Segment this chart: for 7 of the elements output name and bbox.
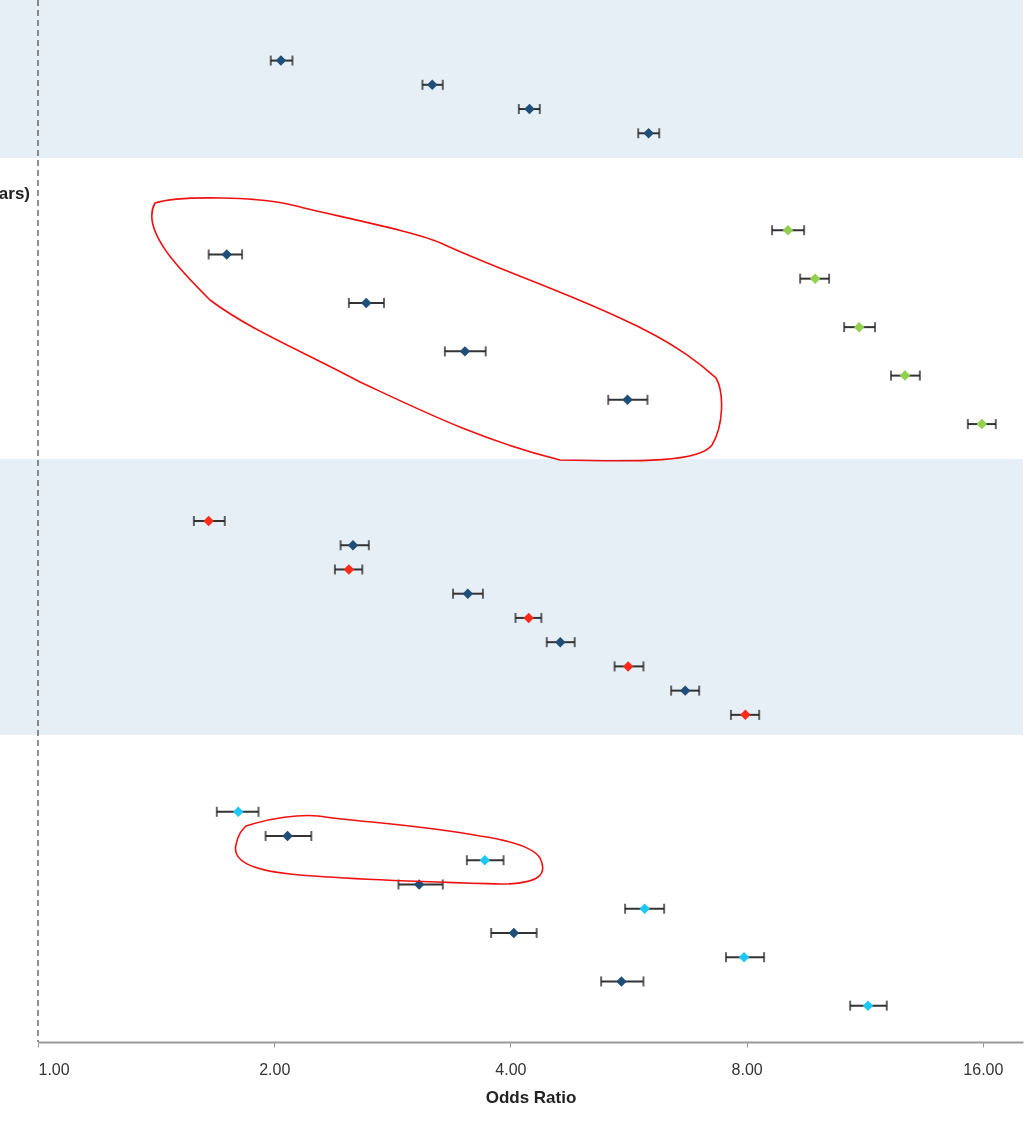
text: ars) — [0, 183, 30, 203]
x-tick-label: 1.00 — [38, 1060, 70, 1078]
x-tick-label: 16.00 — [963, 1060, 1004, 1078]
x-tick-label: 2.00 — [259, 1060, 291, 1078]
x-tick-label: 4.00 — [495, 1060, 527, 1078]
x-tick-label: 8.00 — [731, 1060, 763, 1078]
x-axis-title: Odds Ratio — [485, 1087, 577, 1107]
